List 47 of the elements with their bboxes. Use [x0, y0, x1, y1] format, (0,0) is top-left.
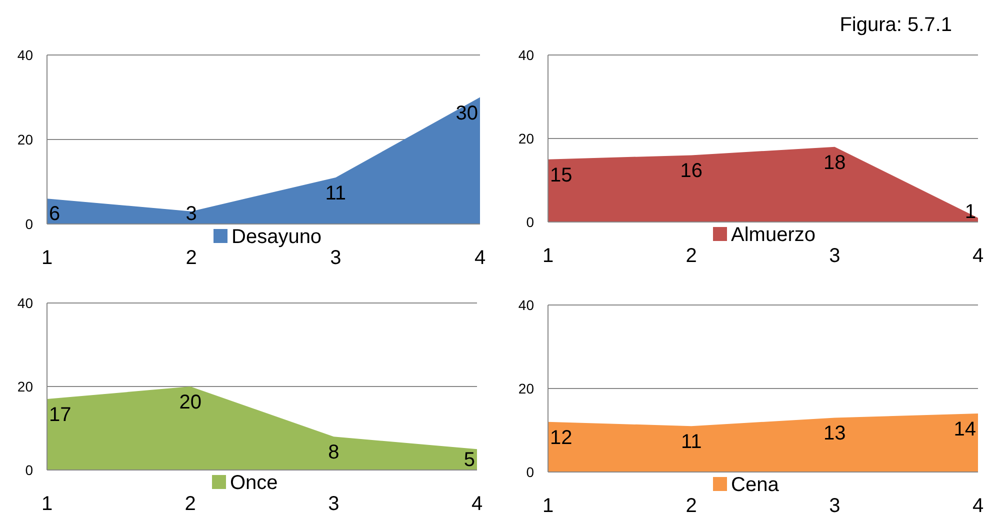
legend-label: Almuerzo: [731, 224, 816, 246]
data-label: 20: [179, 392, 202, 414]
y-tick-label: 0: [526, 464, 534, 480]
y-tick-label: 40: [518, 46, 534, 63]
legend-label: Cena: [731, 474, 780, 496]
y-tick-label: 20: [518, 130, 534, 146]
x-tick-label: 1: [542, 495, 554, 517]
data-label: 13: [824, 422, 846, 445]
y-tick-label: 40: [17, 46, 34, 63]
x-tick-label: 2: [184, 493, 196, 515]
x-tick-label: 4: [972, 245, 984, 267]
x-tick-label: 4: [972, 495, 984, 517]
data-label: 18: [824, 152, 846, 174]
y-tick-label: 20: [518, 380, 534, 396]
x-tick-label: 1: [41, 247, 53, 269]
y-tick-label: 20: [17, 131, 34, 148]
text: Figura: 5.7.1: [840, 14, 952, 36]
x-tick-label: 4: [471, 493, 483, 515]
x-tick-label: 1: [542, 245, 554, 267]
y-tick-label: 0: [25, 462, 34, 478]
y-tick-label: 0: [25, 216, 34, 232]
data-label: 17: [49, 404, 72, 426]
data-label: 14: [954, 418, 976, 441]
data-label: 11: [325, 182, 346, 205]
x-tick-label: 3: [330, 247, 342, 269]
y-tick-label: 40: [17, 294, 34, 311]
y-tick-label: 40: [518, 296, 534, 313]
x-tick-label: 3: [328, 493, 340, 515]
x-tick-label: 2: [186, 247, 197, 269]
data-label: 15: [550, 164, 572, 186]
x-tick-label: 2: [686, 495, 697, 517]
x-tick-label: 3: [829, 495, 840, 517]
data-label: 6: [49, 203, 60, 225]
x-tick-label: 3: [829, 245, 840, 267]
data-label: 12: [550, 426, 572, 449]
data-label: 5: [464, 449, 475, 471]
x-tick-label: 1: [41, 493, 53, 515]
legend-label: Once: [230, 472, 278, 494]
y-tick-label: 20: [17, 378, 34, 394]
x-tick-label: 2: [686, 245, 697, 267]
data-label: 8: [328, 442, 340, 464]
data-label: 16: [680, 160, 702, 182]
data-label: 30: [456, 102, 478, 124]
x-tick-label: 4: [474, 247, 486, 269]
data-label: 11: [680, 431, 702, 454]
y-tick-label: 0: [526, 214, 534, 230]
legend-label: Desayuno: [232, 226, 322, 248]
